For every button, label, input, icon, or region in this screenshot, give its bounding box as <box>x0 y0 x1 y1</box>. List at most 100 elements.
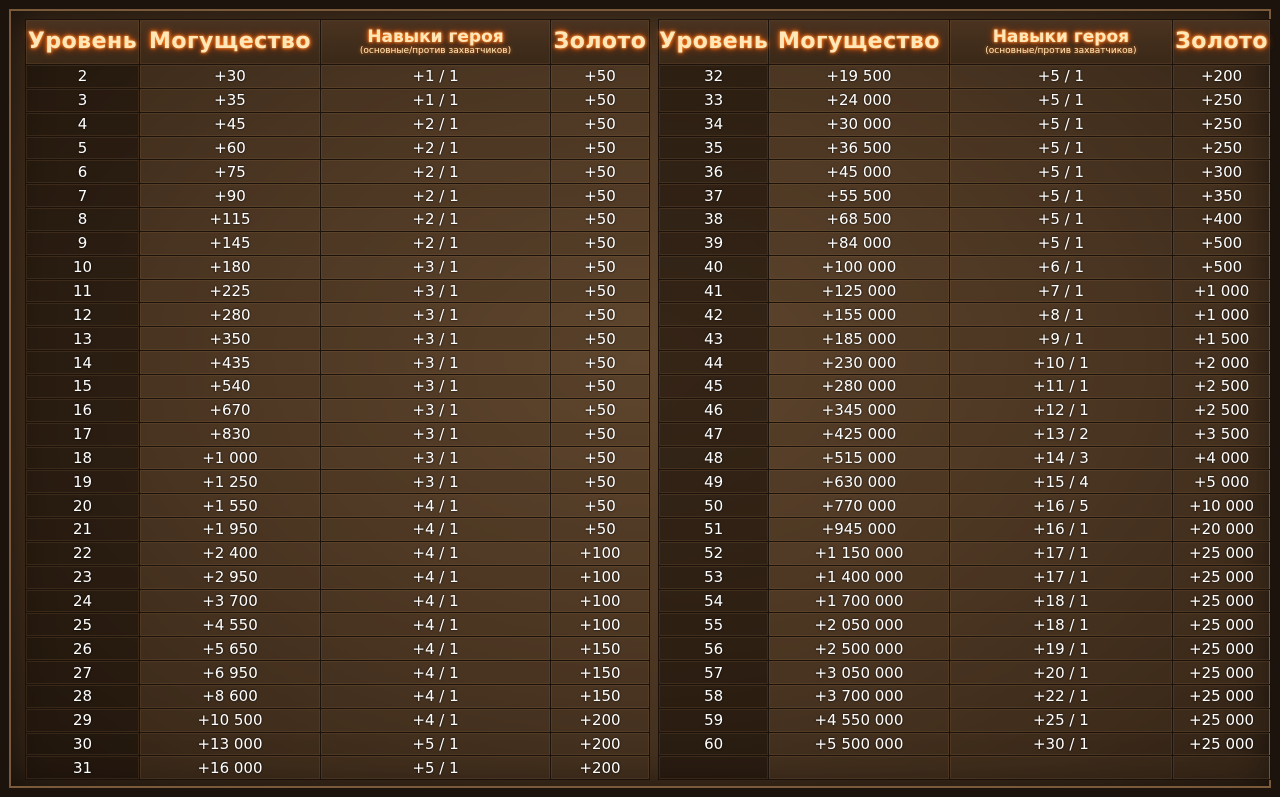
level-cell: 23 <box>25 564 140 590</box>
table-row: 5 +60 +2 / 1 +50 <box>25 135 650 161</box>
gold-cell: +100 <box>550 588 650 614</box>
level-cell: 32 <box>657 64 770 89</box>
gold-cell: +20 000 <box>1172 517 1271 542</box>
table-row: 20 +1 550 +4 / 1 +50 <box>25 493 650 519</box>
skills-cell: +22 / 1 <box>948 683 1174 709</box>
skills-cell: +2 / 1 <box>320 183 551 209</box>
level-cell <box>657 755 770 781</box>
gold-cell: +25 000 <box>1172 564 1271 590</box>
level-cell: 14 <box>25 350 140 375</box>
skills-cell: +5 / 1 <box>948 207 1174 232</box>
gold-cell: +250 <box>1172 135 1271 161</box>
table-row: 4 +45 +2 / 1 +50 <box>25 111 650 137</box>
skills-cell: +4 / 1 <box>320 707 551 733</box>
gold-cell: +3 500 <box>1172 421 1271 447</box>
skills-cell: +3 / 1 <box>320 373 551 399</box>
table-row: 16 +670 +3 / 1 +50 <box>25 397 650 423</box>
power-cell: +6 950 <box>139 660 321 685</box>
skills-cell: +30 / 1 <box>948 731 1174 757</box>
power-cell <box>768 755 950 781</box>
level-cell: 11 <box>25 278 140 304</box>
table-body-left: 2 +30 +1 / 1 +50 3 +35 +1 / 1 +50 4 +45 +2 / 1 +50 5… <box>25 64 650 781</box>
skills-cell: +7 / 1 <box>948 278 1174 304</box>
skills-cell: +3 / 1 <box>320 254 551 280</box>
level-cell: 21 <box>25 517 140 542</box>
power-cell: +3 700 <box>139 588 321 614</box>
header-skills: Навыки героя (основные/против захватчиков… <box>948 19 1174 65</box>
power-cell: +2 400 <box>139 540 321 566</box>
gold-cell: +4 000 <box>1172 445 1271 471</box>
skills-cell: +8 / 1 <box>948 302 1174 328</box>
skills-cell: +5 / 1 <box>948 64 1174 89</box>
table-row <box>657 755 1271 781</box>
skills-cell: +5 / 1 <box>948 230 1174 256</box>
table-row: 55 +2 050 000 +18 / 1 +25 000 <box>657 612 1271 638</box>
header-skills: Навыки героя (основные/против захватчиков… <box>320 19 551 65</box>
power-cell: +145 <box>139 230 321 256</box>
table-row: 45 +280 000 +11 / 1 +2 500 <box>657 373 1271 399</box>
skills-cell: +3 / 1 <box>320 350 551 375</box>
skills-cell: +1 / 1 <box>320 87 551 113</box>
table-row: 46 +345 000 +12 / 1 +2 500 <box>657 397 1271 423</box>
skills-cell: +4 / 1 <box>320 660 551 685</box>
skills-cell: +6 / 1 <box>948 254 1174 280</box>
gold-cell: +300 <box>1172 159 1271 185</box>
level-cell: 55 <box>657 612 770 638</box>
skills-cell: +5 / 1 <box>948 183 1174 209</box>
power-cell: +60 <box>139 135 321 161</box>
level-cell: 39 <box>657 230 770 256</box>
gold-cell: +100 <box>550 564 650 590</box>
gold-cell: +400 <box>1172 207 1271 232</box>
gold-cell: +25 000 <box>1172 707 1271 733</box>
gold-cell: +25 000 <box>1172 588 1271 614</box>
gold-cell: +200 <box>1172 64 1271 89</box>
table-row: 58 +3 700 000 +22 / 1 +25 000 <box>657 683 1271 709</box>
gold-cell: +50 <box>550 469 650 495</box>
table-row: 6 +75 +2 / 1 +50 <box>25 159 650 185</box>
level-cell: 28 <box>25 683 140 709</box>
skills-cell: +25 / 1 <box>948 707 1174 733</box>
header-row: Уровень Могущество Навыки героя (основные… <box>25 19 650 65</box>
level-cell: 44 <box>657 350 770 375</box>
gold-cell: +150 <box>550 636 650 662</box>
table-row: 24 +3 700 +4 / 1 +100 <box>25 588 650 614</box>
header-power: Могущество <box>768 19 950 65</box>
table-row: 21 +1 950 +4 / 1 +50 <box>25 517 650 542</box>
table-row: 39 +84 000 +5 / 1 +500 <box>657 230 1271 256</box>
power-cell: +230 000 <box>768 350 950 375</box>
table-row: 47 +425 000 +13 / 2 +3 500 <box>657 421 1271 447</box>
level-cell: 53 <box>657 564 770 590</box>
power-cell: +425 000 <box>768 421 950 447</box>
skills-cell: +10 / 1 <box>948 350 1174 375</box>
power-cell: +280 <box>139 302 321 328</box>
gold-cell: +50 <box>550 493 650 519</box>
level-table-left: Уровень Могущество Навыки героя (основные… <box>25 19 650 781</box>
level-table-right: Уровень Могущество Навыки героя (основные… <box>657 19 1271 781</box>
level-cell: 41 <box>657 278 770 304</box>
gold-cell: +50 <box>550 326 650 352</box>
gold-cell: +50 <box>550 421 650 447</box>
table-row: 50 +770 000 +16 / 5 +10 000 <box>657 493 1271 519</box>
skills-cell: +9 / 1 <box>948 326 1174 352</box>
level-cell: 37 <box>657 183 770 209</box>
skills-cell: +5 / 1 <box>320 731 551 757</box>
table-row: 3 +35 +1 / 1 +50 <box>25 87 650 113</box>
skills-cell: +16 / 1 <box>948 517 1174 542</box>
skills-cell: +3 / 1 <box>320 278 551 304</box>
level-cell: 13 <box>25 326 140 352</box>
power-cell: +155 000 <box>768 302 950 328</box>
table-row: 51 +945 000 +16 / 1 +20 000 <box>657 517 1271 542</box>
table-row: 26 +5 650 +4 / 1 +150 <box>25 636 650 662</box>
gold-cell: +150 <box>550 660 650 685</box>
power-cell: +24 000 <box>768 87 950 113</box>
power-cell: +115 <box>139 207 321 232</box>
table-row: 28 +8 600 +4 / 1 +150 <box>25 683 650 709</box>
power-cell: +13 000 <box>139 731 321 757</box>
power-cell: +45 <box>139 111 321 137</box>
level-cell: 26 <box>25 636 140 662</box>
power-cell: +515 000 <box>768 445 950 471</box>
power-cell: +45 000 <box>768 159 950 185</box>
gold-cell: +350 <box>1172 183 1271 209</box>
skills-cell: +2 / 1 <box>320 159 551 185</box>
level-cell: 60 <box>657 731 770 757</box>
